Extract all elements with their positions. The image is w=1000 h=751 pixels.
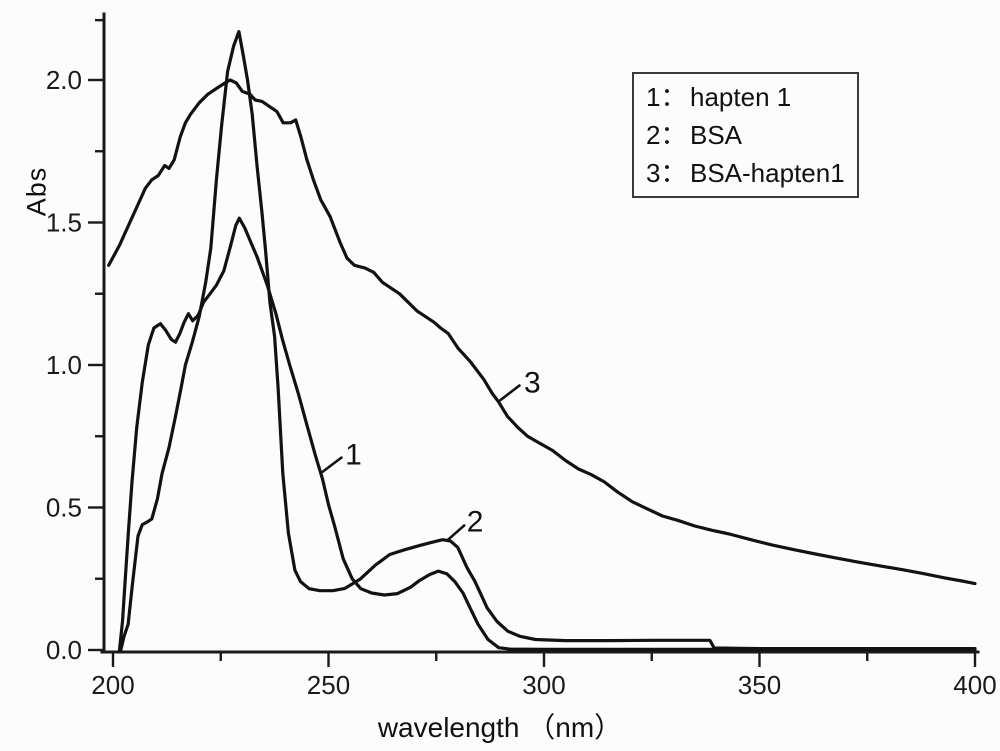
y-tick-label: 0.5: [46, 493, 82, 523]
x-tick-label: 300: [522, 670, 565, 700]
legend: 1： hapten 1 2： BSA 3： BSA-hapten1: [632, 72, 859, 198]
series-line-bsa-hapten1: [107, 78, 977, 586]
legend-row-3: 3： BSA-hapten1: [646, 154, 857, 192]
y-tick-label: 0.0: [46, 635, 82, 665]
y-tick-label: 1.0: [46, 350, 82, 380]
legend-key: 3：: [646, 158, 687, 188]
series-line-bsa: [119, 30, 977, 652]
legend-key: 1：: [646, 82, 687, 112]
legend-name: BSA: [690, 120, 743, 150]
x-axis-title: wavelength （nm）: [377, 712, 623, 743]
x-tick-label: 200: [91, 670, 134, 700]
curve-label-1: 1: [345, 438, 362, 471]
curve-label-3: 3: [524, 366, 541, 399]
x-tick-label: 350: [738, 670, 781, 700]
y-tick-label: 2.0: [46, 65, 82, 95]
annotation-leader-line: [499, 384, 521, 402]
annotation-leader-line: [321, 456, 343, 474]
x-tick-label: 400: [953, 670, 996, 700]
annotation-leader-line: [447, 524, 466, 541]
legend-key: 2：: [646, 120, 687, 150]
curve-label-2: 2: [467, 505, 484, 538]
legend-row-2: 2： BSA: [646, 116, 857, 154]
axes: 0.0 0.5 1.0 1.5 2.0 200 250 300 350 400: [46, 12, 997, 700]
y-axis-title: Abs: [21, 166, 52, 217]
y-tick-label: 1.5: [46, 208, 82, 238]
legend-name: BSA-hapten1: [690, 158, 845, 188]
series-line-hapten-1: [117, 216, 977, 652]
legend-row-1: 1： hapten 1: [646, 78, 857, 116]
legend-name: hapten 1: [690, 82, 792, 112]
curves: [107, 30, 977, 652]
curve-number-annotations: 1 2 3: [321, 366, 541, 541]
x-tick-label: 250: [307, 670, 350, 700]
